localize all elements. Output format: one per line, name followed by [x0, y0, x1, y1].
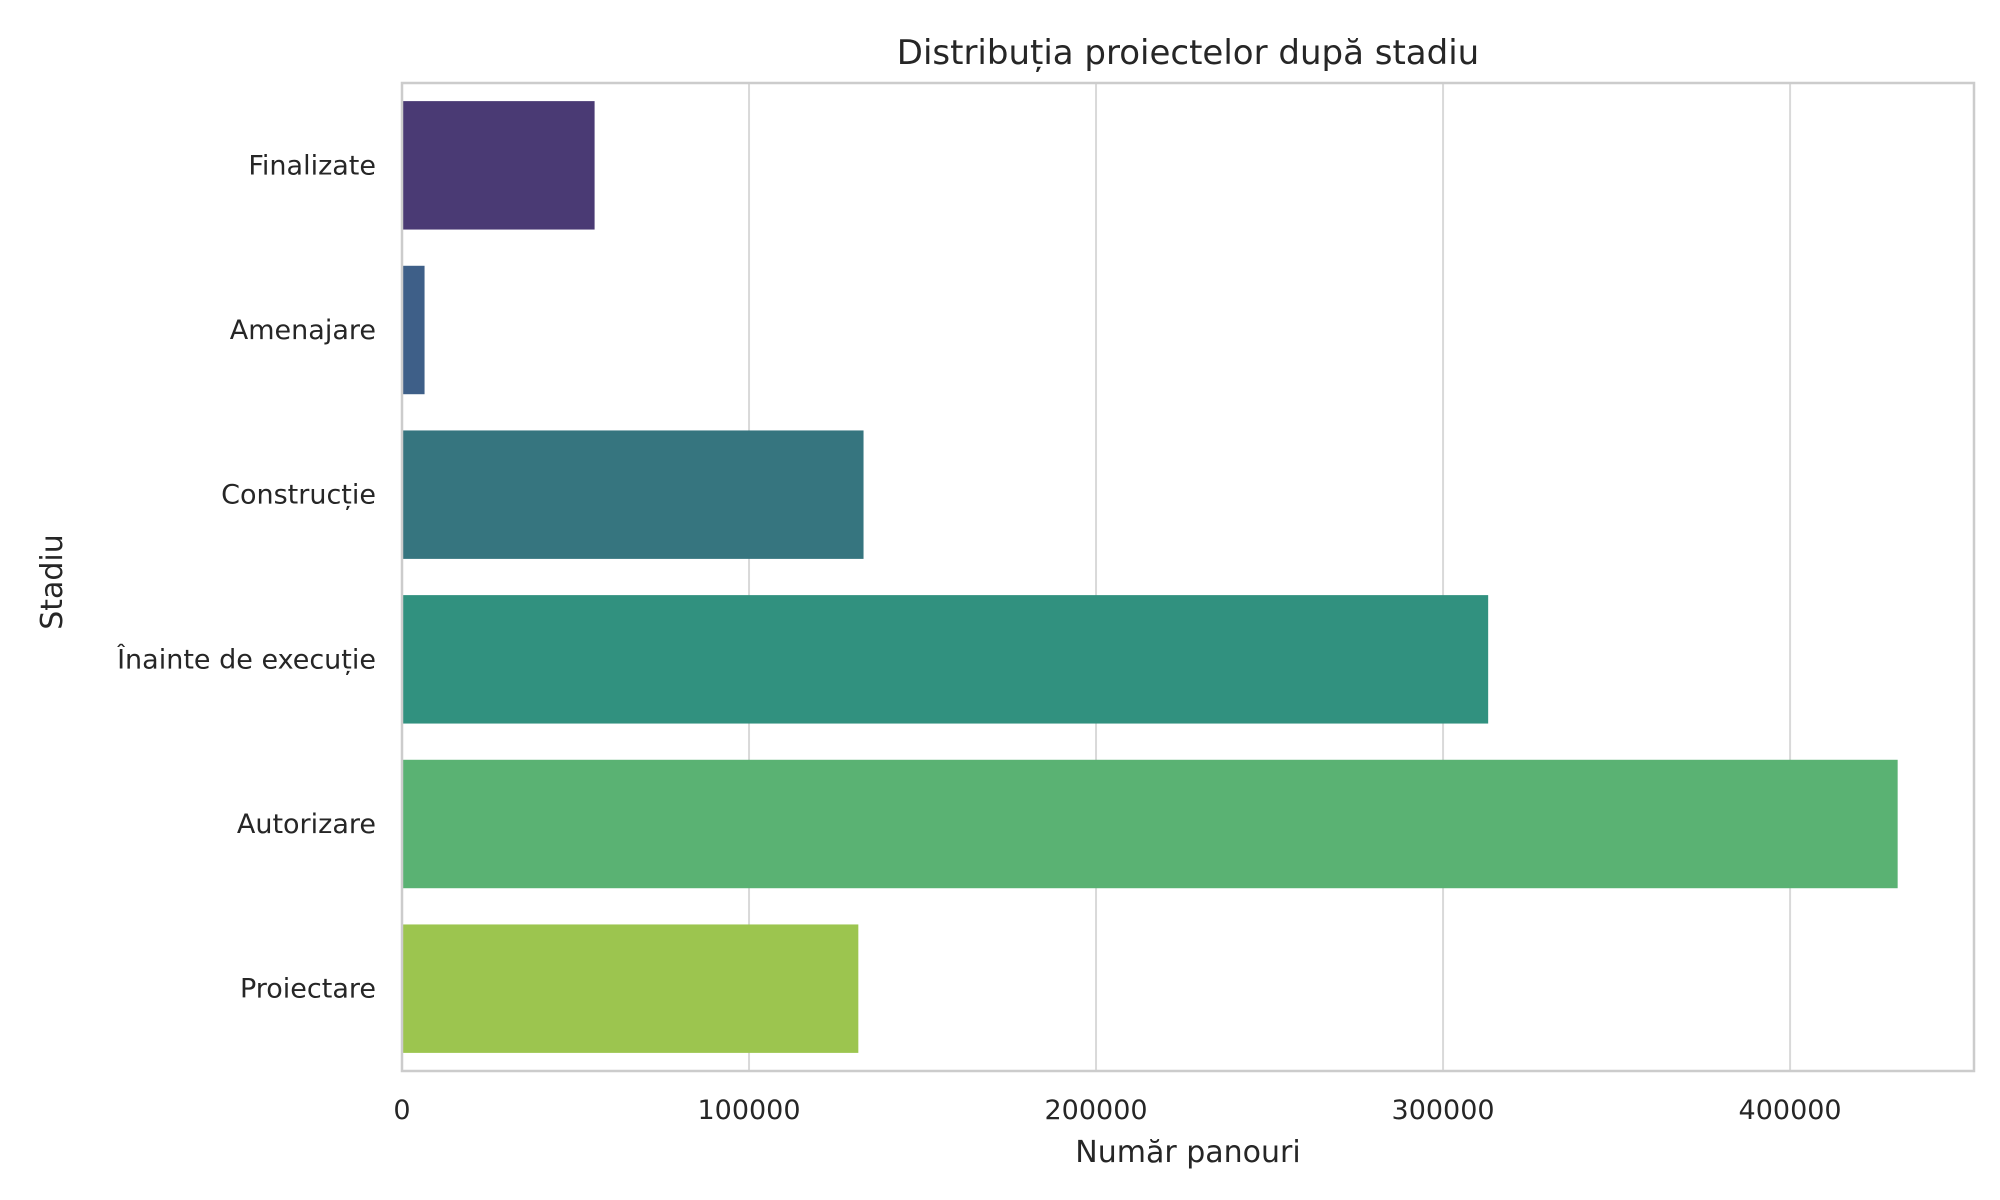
grid-lines — [401, 83, 1792, 1071]
x-tick-labels: 0 100000 200000 300000 400000 — [393, 1095, 1841, 1126]
y-tick-label: Finalizate — [248, 150, 376, 181]
x-tick-label: 0 — [393, 1095, 410, 1126]
y-tick-label: Proiectare — [240, 974, 376, 1005]
bar — [402, 924, 859, 1053]
x-tick-label: 200000 — [1045, 1095, 1148, 1126]
y-tick-label: Amenajare — [230, 315, 376, 346]
chart-title: Distribuția proiectelor după stadiu — [897, 33, 1479, 73]
bar — [402, 595, 1489, 724]
y-tick-labels: Finalizate Amenajare Construcție Înainte de… — [116, 150, 376, 1004]
y-tick-label: Construcție — [221, 480, 376, 511]
bar — [402, 759, 1898, 889]
bar — [402, 265, 425, 395]
bar — [402, 101, 595, 230]
x-tick-label: 400000 — [1739, 1095, 1842, 1126]
x-tick-label: 100000 — [697, 1095, 800, 1126]
y-axis-label: Stadiu — [35, 534, 70, 630]
plot-frame — [400, 81, 1976, 1073]
y-tick-label: Autorizare — [237, 809, 376, 840]
x-tick-label: 300000 — [1392, 1095, 1495, 1126]
bar — [402, 430, 864, 559]
y-tick-label: Înainte de execuție — [116, 643, 376, 675]
bars — [402, 101, 1898, 1053]
x-axis-label: Număr panouri — [1075, 1135, 1300, 1170]
